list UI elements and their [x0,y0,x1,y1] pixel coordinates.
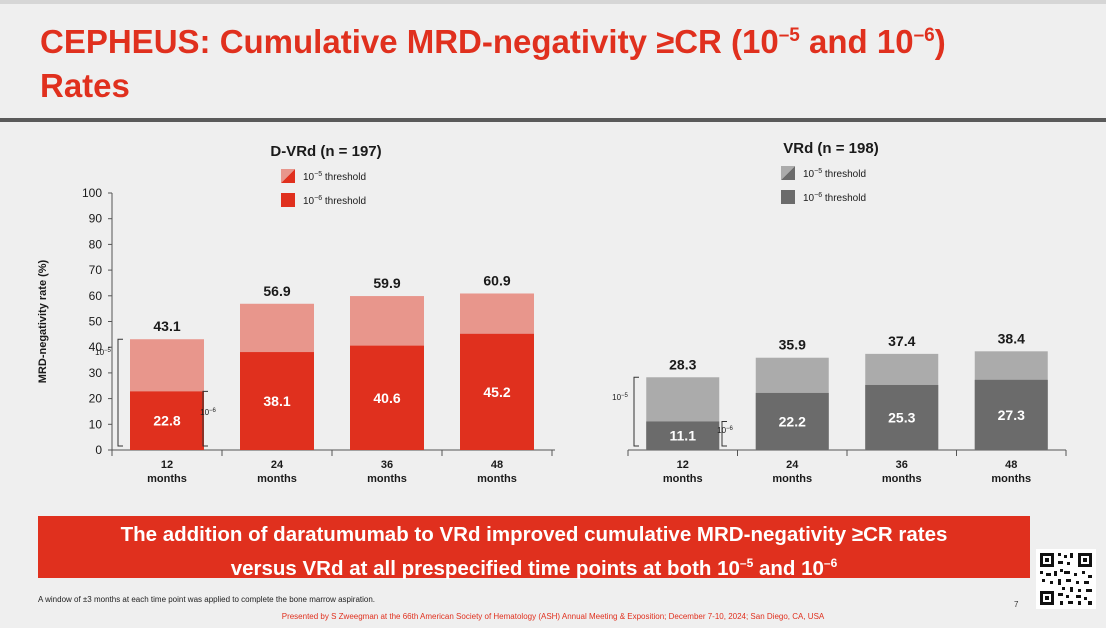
chart2-category-label-2-2: months [772,473,812,485]
chart2-bar-inner-2 [755,392,829,450]
presenter-credit: Presented by S Zweegman at the 66th Amer… [281,612,825,621]
chart1-bracket-1 [117,338,123,447]
chart1-bar-inner-1 [130,391,204,450]
chart1-y-tick-label-5: 50 [89,315,103,329]
chart2-label-total-4: 38.4 [998,330,1025,346]
chart1-category-label-1-2: months [147,473,187,485]
chart2-category-label-4-2: months [991,473,1031,485]
chart2-legend-label-2: 10−6 threshold [803,192,866,204]
chart1-category-label-3-1: 36 [381,459,393,471]
chart1-label-total-2: 56.9 [263,283,290,299]
banner-sup-2: –6 [823,556,838,570]
banner-text-mid: and 10 [753,556,824,580]
chart1-y-axis-label: MRD-negativity rate (%) [37,259,49,383]
chart1-label-inner-4: 45.2 [483,384,510,400]
chart2-title: VRd (n = 198) [783,140,878,157]
chart1-label-total-1: 43.1 [153,318,180,334]
chart2-label-total-3: 37.4 [888,333,915,349]
chart2-label-total-2: 35.9 [779,337,806,353]
chart1-bracket-label-2: 10−6 [200,408,216,417]
chart2-bar-inner-1 [646,421,720,450]
footnote: A window of ±3 months at each time point… [38,595,376,604]
chart1-category-label-4-1: 48 [491,459,503,471]
chart1-bar-inner-3 [350,345,424,450]
charts-area: D-VRd (n = 197) 10−5 threshold 10−6 thresh… [37,140,1067,485]
conclusion-banner: The addition of daratumumab to VRd impro… [38,516,1030,580]
chart1-y-tick-label-4: 40 [89,340,103,354]
chart1-y-tick-label-10: 100 [82,186,102,200]
title-divider [0,118,1106,122]
chart1-y-tick-label-0: 0 [95,443,102,457]
chart2-bracket-2 [721,420,727,447]
chart1-category-label-4-2: months [477,473,517,485]
chart1-bar-inner-4 [460,333,534,450]
top-edge [0,0,1106,4]
chart1-label-inner-1: 22.8 [153,413,180,429]
chart1-bracket-label-1: 10−5 [95,348,111,357]
chart1-label-total-3: 59.9 [373,275,400,291]
banner-sup-1: –5 [739,556,754,570]
title-sup-1: –5 [778,25,800,46]
chart2-label-inner-4: 27.3 [998,407,1025,423]
chart1-y-tick-label-2: 20 [89,392,103,406]
chart1-title: D-VRd (n = 197) [270,143,381,160]
chart1-legend-label-2: 10−6 threshold [303,195,366,207]
title-text-3: ) [934,23,946,60]
chart2-label-inner-1: 11.1 [670,428,697,444]
chart1-y-tick-label-3: 30 [89,366,103,380]
chart1-category-label-2-2: months [257,473,297,485]
chart2-legend-label-1: 10−5 threshold [803,168,866,180]
chart2-category-label-3-2: months [882,473,922,485]
chart2-label-total-1: 28.3 [669,356,696,372]
chart1-y-tick-label-9: 90 [89,212,103,226]
title-sup-2: –6 [913,25,935,46]
chart2-label-inner-2: 22.2 [779,413,806,429]
chart1-label-total-4: 60.9 [483,272,510,288]
chart1-legend-swatch-1 [281,169,295,183]
title-text-1: CEPHEUS: Cumulative MRD-negativity ≥CR (… [40,23,779,60]
chart2-category-label-1-2: months [663,473,703,485]
chart1-legend-swatch-2 [281,193,295,207]
chart1-legend-label-1: 10−5 threshold [303,171,366,183]
title-line-2: Rates [40,67,130,104]
chart1-label-inner-2: 38.1 [263,393,290,409]
chart2-bar-inner-4 [974,379,1048,450]
chart1-y-tick-label-1: 10 [89,417,103,431]
chart1-category-label-3-2: months [367,473,407,485]
chart2-legend-swatch-2 [781,190,795,204]
chart1-y-tick-label-8: 80 [89,237,103,251]
chart2-category-label-2-1: 24 [786,459,799,471]
chart2-category-label-3-1: 36 [896,459,908,471]
banner-line-1: The addition of daratumumab to VRd impro… [120,523,948,546]
title-text-2: and 10 [799,23,914,60]
chart2-category-label-4-1: 48 [1005,459,1017,471]
chart1-category-label-2-1: 24 [271,459,284,471]
chart2-bracket-label-2: 10−6 [717,426,733,435]
slide-title: CEPHEUS: Cumulative MRD-negativity ≥CR (… [40,14,1080,108]
qr-code-icon [1036,549,1096,609]
chart2-bracket-1 [633,376,639,447]
chart1-bar-inner-2 [240,352,314,450]
chart2-category-label-1-1: 12 [677,459,689,471]
chart1-y-tick-label-6: 60 [89,289,103,303]
chart2-bracket-label-1: 10−5 [612,393,628,402]
chart1-label-inner-3: 40.6 [373,390,400,406]
chart2-label-inner-3: 25.3 [888,409,915,425]
chart2-legend-swatch-1 [781,166,795,180]
banner-line-2: versus VRd at all prespecified time poin… [230,556,740,580]
page-number: 7 [1014,600,1019,609]
chart1-bracket-2 [202,390,208,447]
chart2-bar-inner-3 [865,384,939,450]
chart1-y-tick-label-7: 70 [89,263,103,277]
chart1-category-label-1-1: 12 [161,459,173,471]
